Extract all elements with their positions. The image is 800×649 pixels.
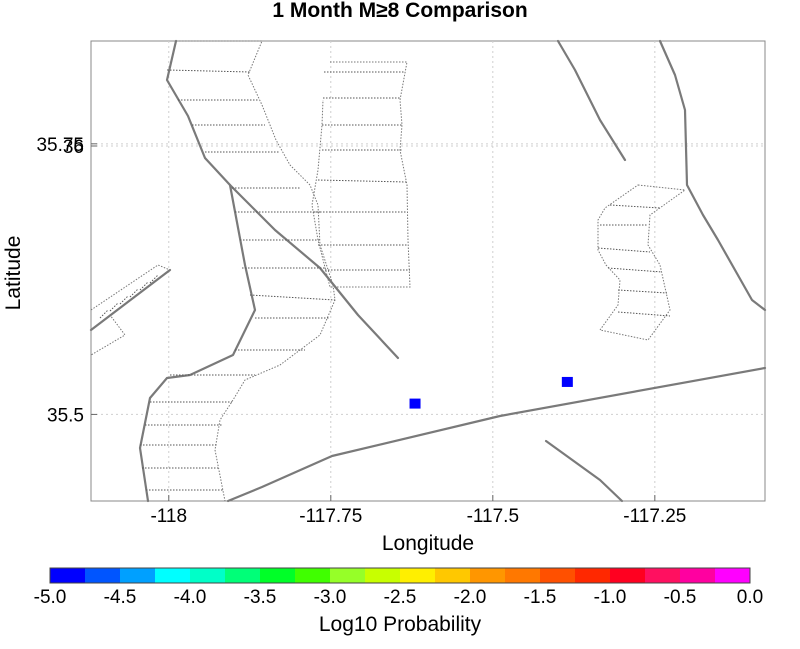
x-axis-label: Longitude	[382, 532, 474, 555]
chart-title: 1 Month M≥8 Comparison	[272, 0, 527, 22]
x-tick-label: -118	[150, 506, 187, 527]
colorbar-segment	[155, 568, 191, 583]
colorbar-tick-label: -3.0	[314, 587, 347, 608]
fault-trace-3	[226, 366, 767, 503]
colorbar-segment	[260, 568, 296, 583]
fault-trace-5	[658, 39, 767, 312]
colorbar-segment	[50, 568, 86, 583]
colorbar-tick-label: -1.0	[594, 587, 627, 608]
colorbar-segment	[645, 568, 681, 583]
colorbar-tick-label: 0.0	[737, 587, 763, 608]
fault-trace-4	[556, 39, 627, 162]
colorbar-segment	[435, 568, 471, 583]
colorbar-tick-label: -1.5	[524, 587, 557, 608]
x-tick-label: -117.5	[467, 506, 519, 527]
colorbar-segment	[330, 568, 366, 583]
colorbar-ticks: -5.0 -4.5 -4.0 -3.5 -3.0 -2.5 -2.0 -1.5 -1.0 -0.5…	[34, 587, 764, 608]
colorbar-segment	[680, 568, 716, 583]
colorbar-tick-label: -4.5	[104, 587, 137, 608]
data-point	[409, 398, 421, 409]
x-tick-label: -117.75	[299, 506, 362, 527]
colorbar-tick-label: -5.0	[34, 587, 67, 608]
x-tick-label: -117.25	[623, 506, 686, 527]
colorbar-tick-label: -2.5	[384, 587, 417, 608]
y-tick-label: 35.75	[36, 135, 84, 156]
colorbar-segment	[470, 568, 506, 583]
x-axis-ticks: -118 -117.75 -117.5 -117.25	[150, 495, 686, 527]
colorbar	[49, 567, 751, 584]
grid-lines	[91, 41, 765, 501]
colorbar-frame	[49, 567, 751, 584]
colorbar-segment	[505, 568, 541, 583]
colorbar-segment	[120, 568, 156, 583]
fault-trace-6	[544, 439, 624, 503]
colorbar-segment	[365, 568, 401, 583]
fault-map	[89, 39, 767, 503]
colorbar-tick-label: -4.0	[174, 587, 207, 608]
y-tick-label: 35.5	[47, 405, 84, 426]
data-points	[409, 376, 573, 409]
colorbar-segment	[400, 568, 436, 583]
colorbar-segment	[715, 568, 751, 583]
colorbar-label: Log10 Probability	[319, 613, 482, 636]
fault-trace-1	[138, 39, 257, 503]
fault-zone-c	[597, 184, 687, 341]
colorbar-segment	[540, 568, 576, 583]
y-axis-label: Latitude	[2, 236, 25, 311]
fault-zone-d	[90, 264, 171, 356]
fault-zone-outlines	[90, 40, 687, 502]
fault-zone-b	[311, 61, 411, 288]
fault-zone-a	[176, 40, 336, 502]
fault-trace-7	[89, 268, 172, 332]
colorbar-tick-label: -2.0	[454, 587, 487, 608]
fault-hatching	[99, 69, 671, 491]
colorbar-segment	[190, 568, 226, 583]
colorbar-segment	[295, 568, 331, 583]
y-tick-label: 36	[63, 137, 84, 158]
colorbar-segment	[575, 568, 611, 583]
colorbar-tick-label: -3.5	[244, 587, 277, 608]
colorbar-segment	[610, 568, 646, 583]
colorbar-segment	[85, 568, 121, 583]
data-point	[561, 376, 573, 387]
colorbar-segment	[225, 568, 261, 583]
colorbar-tick-label: -0.5	[664, 587, 697, 608]
plot-frame	[90, 40, 766, 502]
